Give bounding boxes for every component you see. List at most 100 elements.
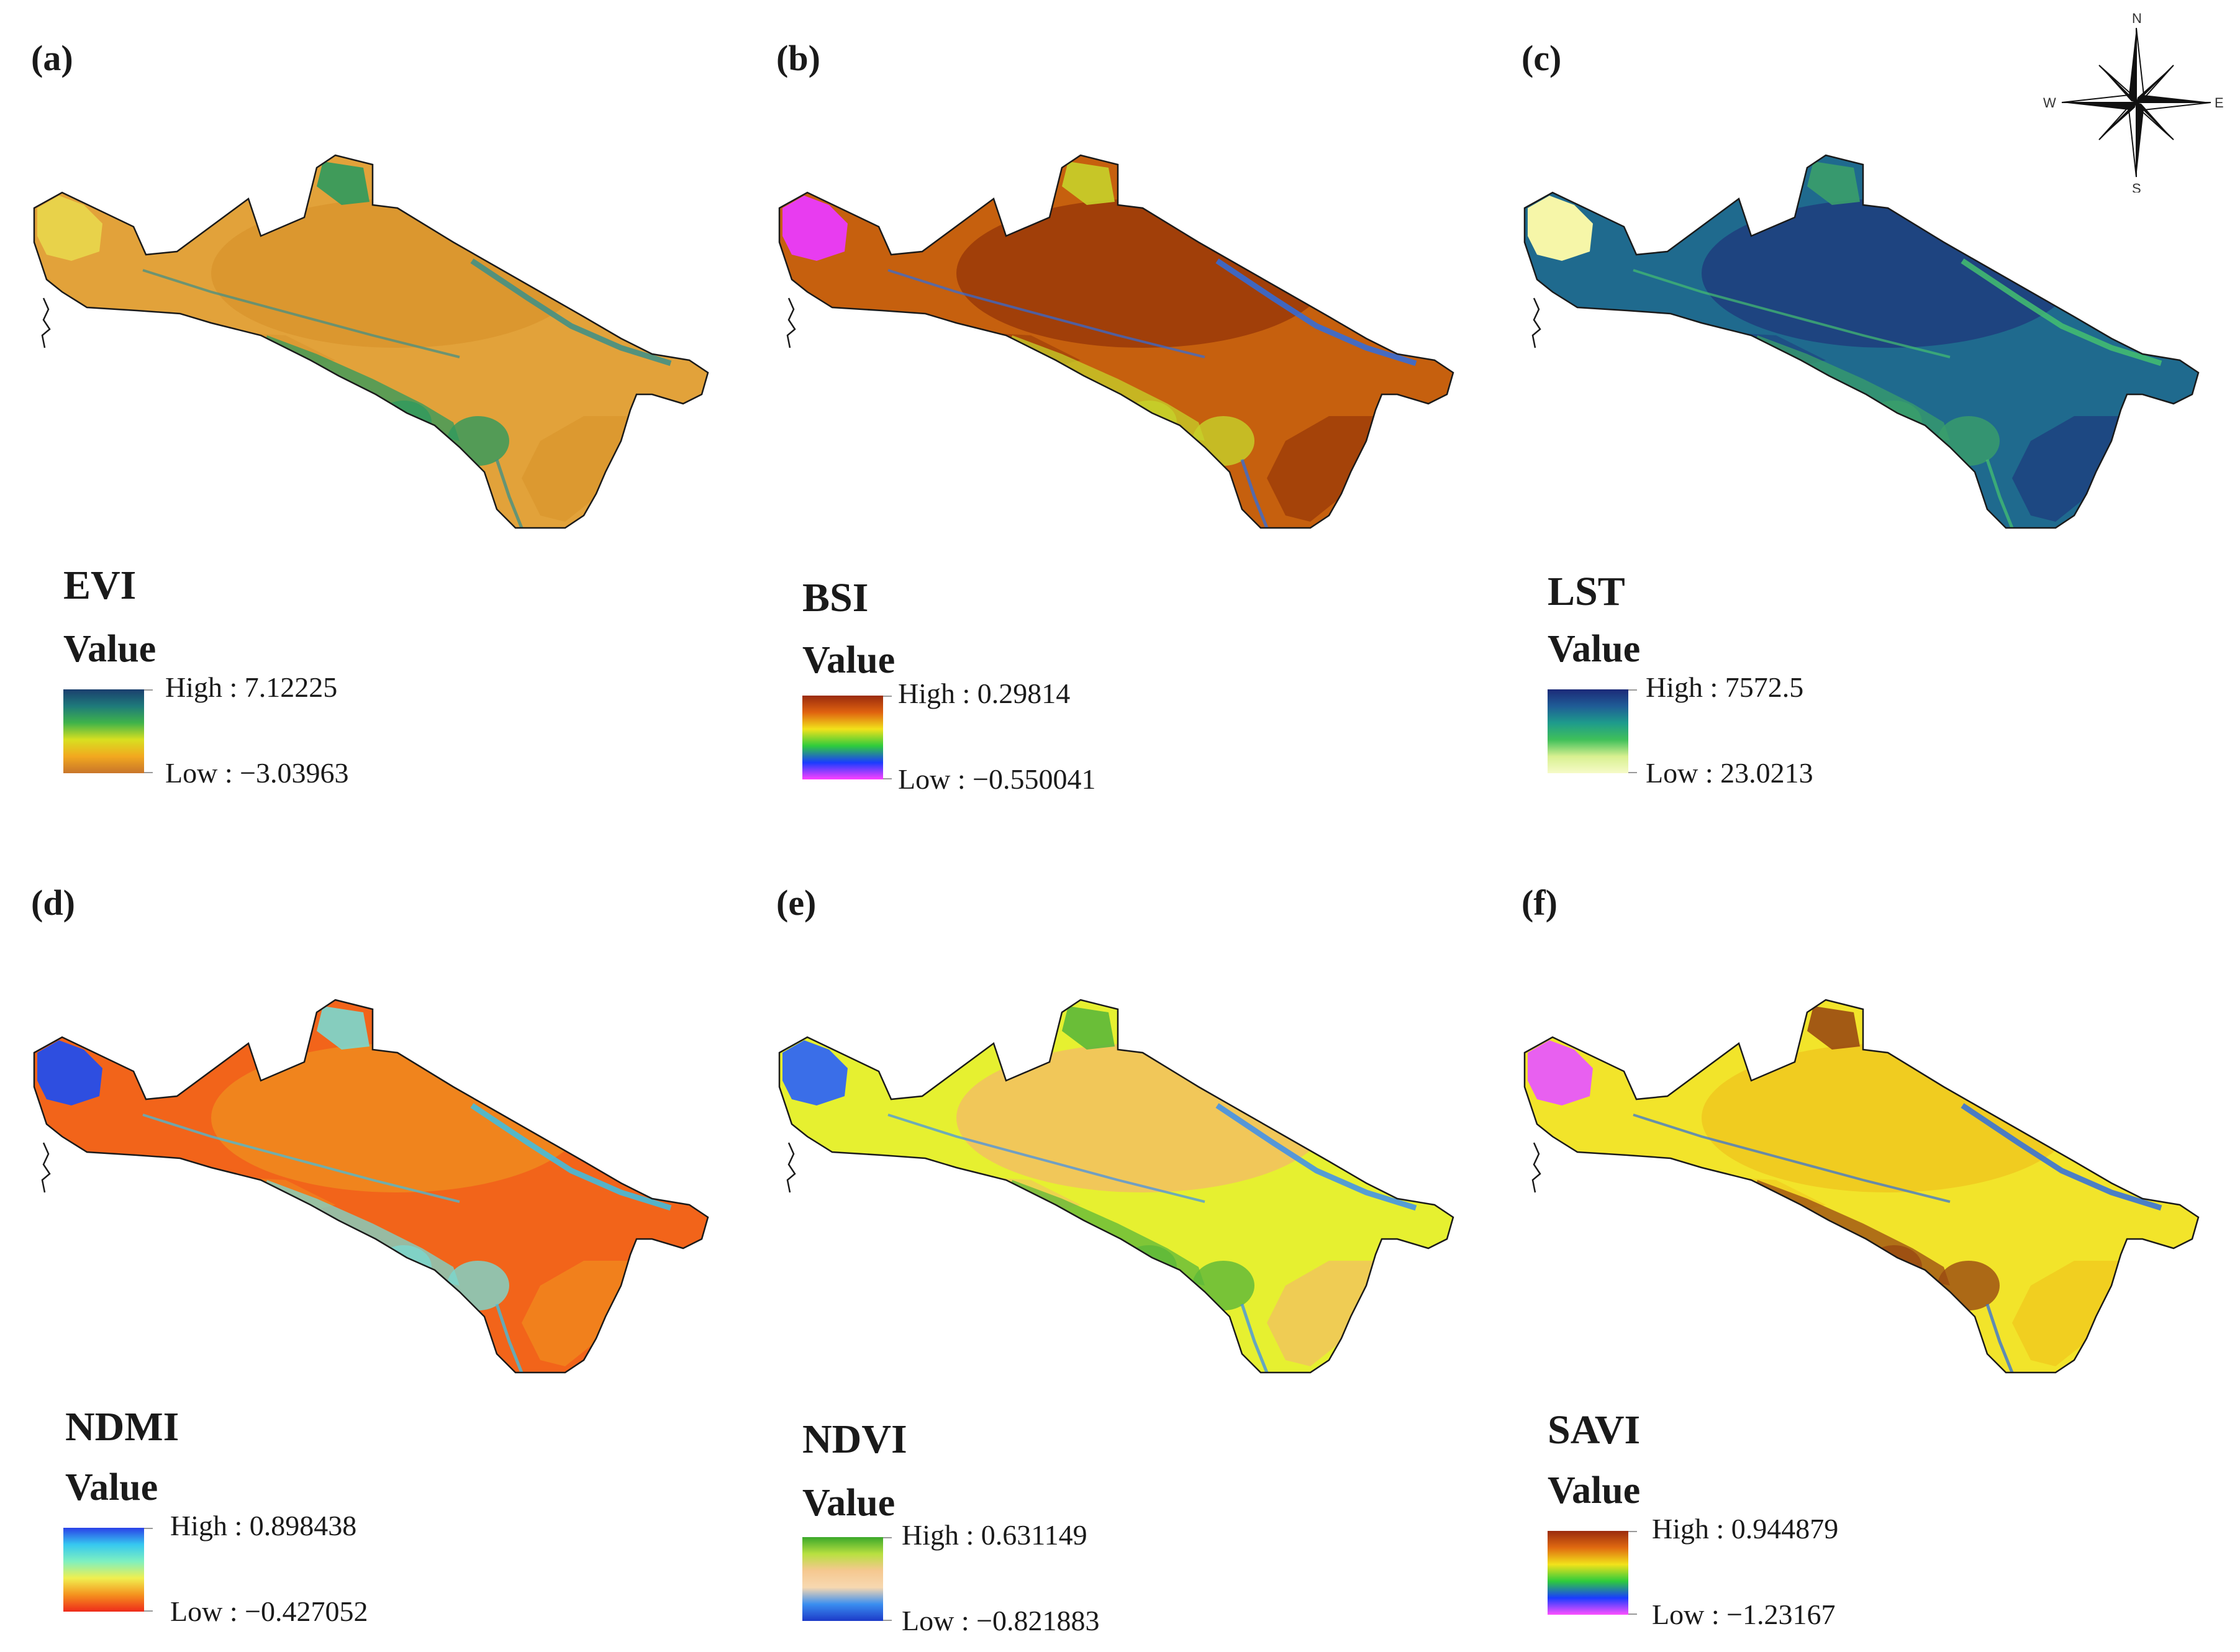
- garabogazkol-lake: [782, 196, 848, 261]
- caspian-coastline: [41, 1142, 51, 1193]
- legend-title: Value: [1548, 1469, 1641, 1512]
- panel-evi: (a) EVI Value High : 7.12225 Low : −3.03…: [19, 0, 764, 826]
- panel-label: (f): [1521, 883, 1558, 923]
- tejen-oasis: [376, 1245, 432, 1289]
- legend-title: Value: [1548, 628, 1641, 670]
- compass-w: W: [2043, 95, 2056, 111]
- index-name: NDVI: [802, 1417, 907, 1462]
- murghab-oasis: [1192, 1261, 1254, 1310]
- southeast-region: [2012, 1261, 2121, 1366]
- amu-darya-river: [1215, 258, 1417, 366]
- color-ramp: [802, 696, 883, 779]
- turkmenistan-map: [33, 154, 709, 529]
- karakum-desert-region: [956, 199, 1329, 348]
- northern-oasis: [1807, 1006, 1860, 1050]
- panel-savi: (f) SAVI Value High : 0.944879 Low : −1.…: [1509, 826, 2240, 1652]
- map-fill-group: [779, 155, 1453, 528]
- panel-label: (b): [776, 38, 820, 78]
- color-ramp: [63, 1528, 144, 1612]
- color-ramp: [1548, 1531, 1628, 1615]
- legend-low: Low : −1.23167: [1652, 1599, 1836, 1630]
- panel-ndvi: (e) NDVI Value High : 0.631149 Low : −0.…: [764, 826, 1509, 1652]
- amu-darya-river: [1215, 1103, 1417, 1211]
- map-fill-group: [779, 1000, 1453, 1373]
- caspian-coastline: [1531, 1142, 1541, 1193]
- index-name: SAVI: [1548, 1407, 1641, 1453]
- country-border: [33, 999, 709, 1374]
- country-border: [33, 154, 709, 529]
- murghab-river: [495, 1304, 524, 1373]
- ramp-tick-high: [1628, 1531, 1637, 1532]
- compass-e: E: [2215, 95, 2224, 111]
- ramp-tick-high: [144, 1528, 153, 1529]
- turkmenistan-map: [778, 154, 1454, 529]
- compass-s: S: [2132, 181, 2141, 193]
- northern-oasis: [317, 161, 370, 205]
- northern-oasis: [1062, 1006, 1115, 1050]
- legend-title: Value: [802, 639, 896, 681]
- panel-label: (c): [1521, 38, 1562, 78]
- amu-darya-river: [1961, 1103, 2162, 1211]
- color-ramp: [1548, 689, 1628, 773]
- tejen-oasis: [1866, 1245, 1922, 1289]
- legend-high: High : 0.898438: [170, 1510, 357, 1541]
- legend-high: High : 0.944879: [1652, 1513, 1839, 1545]
- color-ramp: [63, 689, 144, 773]
- legend-low: Low : −0.550041: [898, 763, 1096, 795]
- panel-bsi: (b) BSI Value High : 0.29814 Low : −0.55…: [764, 0, 1509, 826]
- legend-title: Value: [63, 628, 156, 670]
- compass-rose-icon: N S E W: [2043, 11, 2224, 193]
- turkmenistan-map: [778, 999, 1454, 1374]
- northern-oasis: [1807, 161, 1860, 205]
- tejen-oasis: [1121, 1245, 1177, 1289]
- karakum-canal: [1633, 1114, 1951, 1203]
- ramp-tick-low: [883, 1620, 892, 1621]
- southeast-region: [1267, 416, 1376, 522]
- caspian-coastline: [786, 1142, 796, 1193]
- southeast-region: [2012, 416, 2121, 522]
- tejen-oasis: [1866, 401, 1922, 444]
- karakum-canal: [1633, 269, 1951, 358]
- panel-label: (a): [31, 38, 73, 78]
- murghab-oasis: [1938, 416, 2000, 466]
- garabogazkol-lake: [37, 1040, 102, 1105]
- legend-title: Value: [802, 1482, 896, 1524]
- garabogazkol-lake: [37, 196, 102, 261]
- karakum-desert-region: [956, 1043, 1329, 1192]
- garabogazkol-lake: [1528, 196, 1593, 261]
- murghab-river: [1985, 1304, 2014, 1373]
- karakum-canal: [142, 1114, 460, 1203]
- murghab-river: [1240, 1304, 1269, 1373]
- turkmenistan-map: [33, 999, 709, 1374]
- ramp-tick-high: [883, 696, 892, 697]
- murghab-oasis: [447, 1261, 509, 1310]
- legend-high: High : 7572.5: [1646, 671, 1804, 703]
- panel-lst: (c) LST Value High : 7572.5 Low : 23.021…: [1509, 0, 2240, 826]
- southeast-region: [522, 416, 630, 522]
- caspian-coastline: [41, 297, 51, 348]
- ramp-tick-low: [883, 778, 892, 779]
- panel-label: (e): [776, 883, 817, 923]
- legend-high: High : 7.12225: [165, 671, 338, 703]
- ramp-tick-low: [144, 1610, 153, 1612]
- index-name: BSI: [802, 575, 869, 620]
- karakum-canal: [142, 269, 460, 358]
- garabogazkol-lake: [782, 1040, 848, 1105]
- murghab-river: [1240, 459, 1269, 528]
- murghab-river: [1985, 459, 2014, 528]
- ramp-tick-high: [144, 689, 153, 691]
- legend-low: Low : 23.0213: [1646, 757, 1813, 789]
- karakum-desert-region: [1702, 199, 2074, 348]
- turkmenistan-map: [1523, 999, 2200, 1374]
- ramp-tick-low: [144, 772, 153, 773]
- legend-high: High : 0.631149: [902, 1519, 1087, 1551]
- legend-high: High : 0.29814: [898, 678, 1071, 709]
- legend-title: Value: [65, 1466, 158, 1509]
- karakum-desert-region: [211, 1043, 584, 1192]
- compass-n: N: [2132, 11, 2142, 26]
- legend-low: Low : −3.03963: [165, 757, 349, 789]
- panel-label: (d): [31, 883, 75, 923]
- ramp-tick-high: [883, 1537, 892, 1538]
- country-border: [778, 999, 1454, 1374]
- northern-oasis: [1062, 161, 1115, 205]
